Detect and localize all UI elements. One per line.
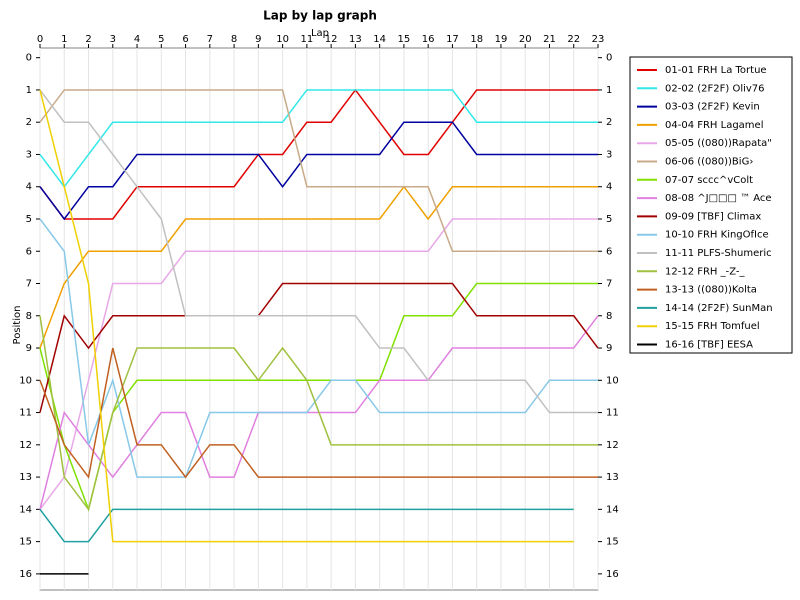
legend-label: 14-14 (2F2F) SunMan xyxy=(665,303,773,314)
y-tick-label-right: 14 xyxy=(606,504,619,515)
legend-label: 15-15 FRH Tomfuel xyxy=(665,321,760,332)
series-line xyxy=(39,347,598,479)
y-tick-label-right: 8 xyxy=(606,311,612,322)
series-line xyxy=(39,89,574,543)
y-axis-label: Position xyxy=(12,306,23,345)
series-line xyxy=(39,282,598,512)
y-tick-label: 11 xyxy=(19,408,32,419)
series-line xyxy=(39,218,598,478)
x-tick-label: 18 xyxy=(470,34,483,45)
y-tick-label-right: 4 xyxy=(606,182,612,193)
legend-label: 10-10 FRH KingOfIce xyxy=(665,230,769,241)
x-axis-label: Lap xyxy=(311,28,329,39)
y-tick-label: 0 xyxy=(26,53,32,64)
y-tick-label: 16 xyxy=(19,569,32,580)
x-tick-label: 8 xyxy=(231,34,237,45)
legend-label: 02-02 (2F2F) Oliv76 xyxy=(665,83,765,94)
y-tick-label: 1 xyxy=(26,85,32,96)
y-tick-label: 8 xyxy=(26,311,32,322)
x-tick-label: 23 xyxy=(592,34,605,45)
series-line xyxy=(39,218,598,510)
x-tick-label: 9 xyxy=(255,34,261,45)
y-tick-label-right: 16 xyxy=(606,569,619,580)
legend-label: 06-06 ((080))BiG› xyxy=(665,157,753,168)
series-line xyxy=(39,89,598,252)
y-tick-label: 12 xyxy=(19,440,32,451)
y-tick-label-right: 6 xyxy=(606,246,612,257)
x-tick-label: 21 xyxy=(543,34,556,45)
x-tick-label: 3 xyxy=(110,34,116,45)
y-tick-label-right: 7 xyxy=(606,279,612,290)
y-tick-label: 4 xyxy=(26,182,32,193)
x-tick-label: 17 xyxy=(446,34,459,45)
x-tick-label: 10 xyxy=(276,34,289,45)
x-tick-label: 4 xyxy=(134,34,140,45)
y-tick-label-right: 3 xyxy=(606,149,612,160)
y-tick-label: 2 xyxy=(26,117,32,128)
y-tick-label: 6 xyxy=(26,246,32,257)
series-line xyxy=(39,121,598,221)
x-tick-label: 19 xyxy=(495,34,508,45)
x-tick-label: 12 xyxy=(325,34,338,45)
series-line xyxy=(39,282,599,413)
legend-label: 09-09 [TBF] Climax xyxy=(665,211,761,222)
x-tick-label: 15 xyxy=(398,34,411,45)
legend-label: 11-11 PLFS-Shumeric xyxy=(665,248,772,259)
x-tick-label: 14 xyxy=(373,34,386,45)
y-tick-label-right: 13 xyxy=(606,472,619,483)
series-line xyxy=(39,88,598,220)
y-tick-label-right: 15 xyxy=(606,537,619,548)
x-tick-label: 6 xyxy=(182,34,188,45)
y-tick-label-right: 12 xyxy=(606,440,619,451)
series-line xyxy=(39,315,598,512)
y-tick-label-right: 5 xyxy=(606,214,612,225)
y-tick-label-right: 11 xyxy=(606,408,619,419)
y-tick-label: 5 xyxy=(26,214,32,225)
y-tick-label-right: 1 xyxy=(606,85,612,96)
series-line xyxy=(39,508,574,543)
series-line xyxy=(39,89,598,188)
x-tick-label: 0 xyxy=(37,34,43,45)
x-tick-label: 2 xyxy=(85,34,91,45)
x-tick-label: 13 xyxy=(349,34,362,45)
legend-label: 03-03 (2F2F) Kevin xyxy=(665,102,760,113)
x-tick-label: 22 xyxy=(567,34,580,45)
y-tick-label-right: 2 xyxy=(606,117,612,128)
y-tick-label-right: 9 xyxy=(606,343,612,354)
legend-label: 01-01 FRH La Tortue xyxy=(665,65,767,76)
x-tick-label: 7 xyxy=(207,34,213,45)
legend-label: 12-12 FRH _-Z-_ xyxy=(665,266,746,277)
y-tick-label: 13 xyxy=(19,472,32,483)
y-tick-label: 7 xyxy=(26,279,32,290)
legend-label: 13-13 ((080))Kolta xyxy=(665,285,757,296)
y-tick-label: 3 xyxy=(26,149,32,160)
y-tick-label-right: 0 xyxy=(606,53,612,64)
series-line xyxy=(39,89,598,414)
y-tick-label: 9 xyxy=(26,343,32,354)
y-tick-label: 15 xyxy=(19,537,32,548)
legend-label: 08-08 ^J□□□ ™ Ace xyxy=(665,193,772,204)
y-tick-label: 14 xyxy=(19,504,32,515)
series-line xyxy=(39,185,598,349)
legend-label: 05-05 ((080))Rapata" xyxy=(665,138,772,149)
x-tick-label: 20 xyxy=(519,34,532,45)
y-tick-label-right: 10 xyxy=(606,375,619,386)
x-tick-label: 11 xyxy=(301,34,314,45)
x-tick-label: 1 xyxy=(61,34,67,45)
legend-label: 16-16 [TBF] EESA xyxy=(665,340,753,351)
x-tick-label: 16 xyxy=(422,34,435,45)
legend-label: 04-04 FRH Lagamel xyxy=(665,120,763,131)
x-tick-label: 5 xyxy=(158,34,164,45)
legend-label: 07-07 sccc^vColt xyxy=(665,175,753,186)
chart-title: Lap by lap graph xyxy=(263,9,377,23)
y-tick-label: 10 xyxy=(19,375,32,386)
